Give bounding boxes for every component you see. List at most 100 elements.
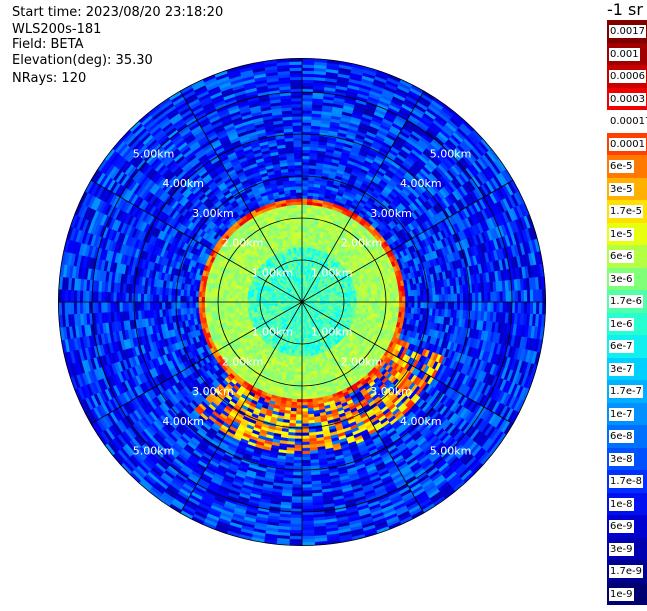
data-cell	[302, 101, 313, 104]
data-cell	[375, 298, 378, 302]
data-cell	[302, 235, 306, 238]
data-cell	[363, 302, 366, 305]
data-cell	[412, 302, 415, 308]
data-cell	[306, 220, 311, 223]
data-cell	[302, 83, 314, 86]
data-cell	[518, 302, 521, 314]
data-cell	[302, 506, 313, 509]
data-cell	[295, 436, 302, 439]
data-cell	[306, 372, 310, 375]
data-cell	[472, 302, 475, 311]
data-cell	[293, 381, 298, 384]
data-cell	[304, 347, 307, 350]
data-cell	[454, 302, 457, 310]
data-cell	[372, 302, 375, 306]
data-cell	[302, 478, 311, 481]
data-cell	[302, 408, 308, 411]
data-cell	[497, 292, 500, 302]
data-cell	[302, 412, 308, 415]
data-cell	[302, 494, 312, 497]
data-cell	[302, 71, 314, 74]
data-cell	[442, 295, 445, 303]
data-cell	[296, 415, 302, 418]
data-cell	[298, 369, 302, 372]
data-cell	[335, 298, 338, 300]
data-cell	[354, 302, 357, 305]
data-cell	[302, 195, 308, 198]
data-cell	[299, 351, 302, 354]
data-cell	[302, 424, 309, 427]
data-cell	[460, 294, 463, 302]
data-cell	[298, 381, 302, 384]
data-cell	[497, 302, 500, 312]
data-cell	[433, 295, 436, 302]
data-cell	[297, 387, 302, 390]
data-cell	[294, 375, 298, 378]
data-cell	[430, 302, 433, 309]
data-cell	[296, 405, 302, 408]
data-cell	[354, 296, 357, 299]
data-cell	[302, 363, 305, 366]
data-cell	[466, 302, 469, 311]
data-cell	[351, 299, 354, 302]
data-cell	[302, 375, 306, 378]
data-cell	[302, 177, 309, 180]
data-cell	[436, 295, 439, 302]
data-cell	[421, 302, 424, 308]
data-cell	[306, 232, 310, 235]
data-cell	[302, 378, 306, 381]
data-cell	[305, 363, 309, 366]
data-cell	[454, 294, 457, 302]
data-cell	[448, 294, 451, 302]
data-cell	[302, 156, 310, 159]
data-cell	[408, 296, 411, 302]
data-cell	[515, 291, 518, 302]
data-cell	[302, 162, 309, 165]
data-cell	[366, 299, 369, 303]
data-cell	[302, 74, 314, 77]
data-cell	[296, 418, 302, 421]
data-cell	[302, 472, 311, 475]
data-cell	[360, 296, 363, 299]
data-cell	[296, 408, 302, 411]
data-cell	[302, 396, 307, 399]
data-cell	[302, 98, 313, 101]
data-cell	[402, 297, 405, 302]
data-cell	[302, 393, 307, 396]
data-cell	[302, 381, 306, 384]
data-cell	[302, 95, 313, 98]
data-cell	[297, 396, 302, 399]
data-cell	[381, 293, 384, 298]
data-cell	[378, 298, 381, 302]
data-cell	[302, 433, 309, 436]
data-cell	[290, 527, 302, 530]
data-cell	[302, 369, 306, 372]
data-cell	[302, 247, 305, 250]
data-cell	[360, 302, 363, 305]
data-cell	[378, 302, 381, 306]
data-cell	[494, 292, 497, 302]
data-cell	[292, 491, 302, 494]
data-cell	[302, 451, 310, 454]
data-cell	[302, 500, 313, 503]
data-cell	[363, 305, 366, 309]
data-cell	[302, 448, 310, 451]
data-cell	[292, 484, 302, 487]
data-cell	[302, 65, 314, 68]
data-cell	[481, 302, 484, 312]
data-cell	[445, 302, 448, 310]
data-cell	[302, 159, 310, 162]
data-cell	[302, 250, 305, 253]
data-cell	[481, 292, 484, 302]
data-cell	[306, 375, 310, 378]
data-cell	[302, 436, 309, 439]
data-cell	[302, 402, 307, 405]
data-cell	[457, 294, 460, 302]
data-cell	[302, 214, 307, 217]
data-cell	[294, 448, 302, 451]
data-cell	[357, 305, 360, 308]
data-cell	[302, 238, 305, 241]
data-cell	[372, 306, 375, 310]
data-cell	[302, 192, 308, 195]
